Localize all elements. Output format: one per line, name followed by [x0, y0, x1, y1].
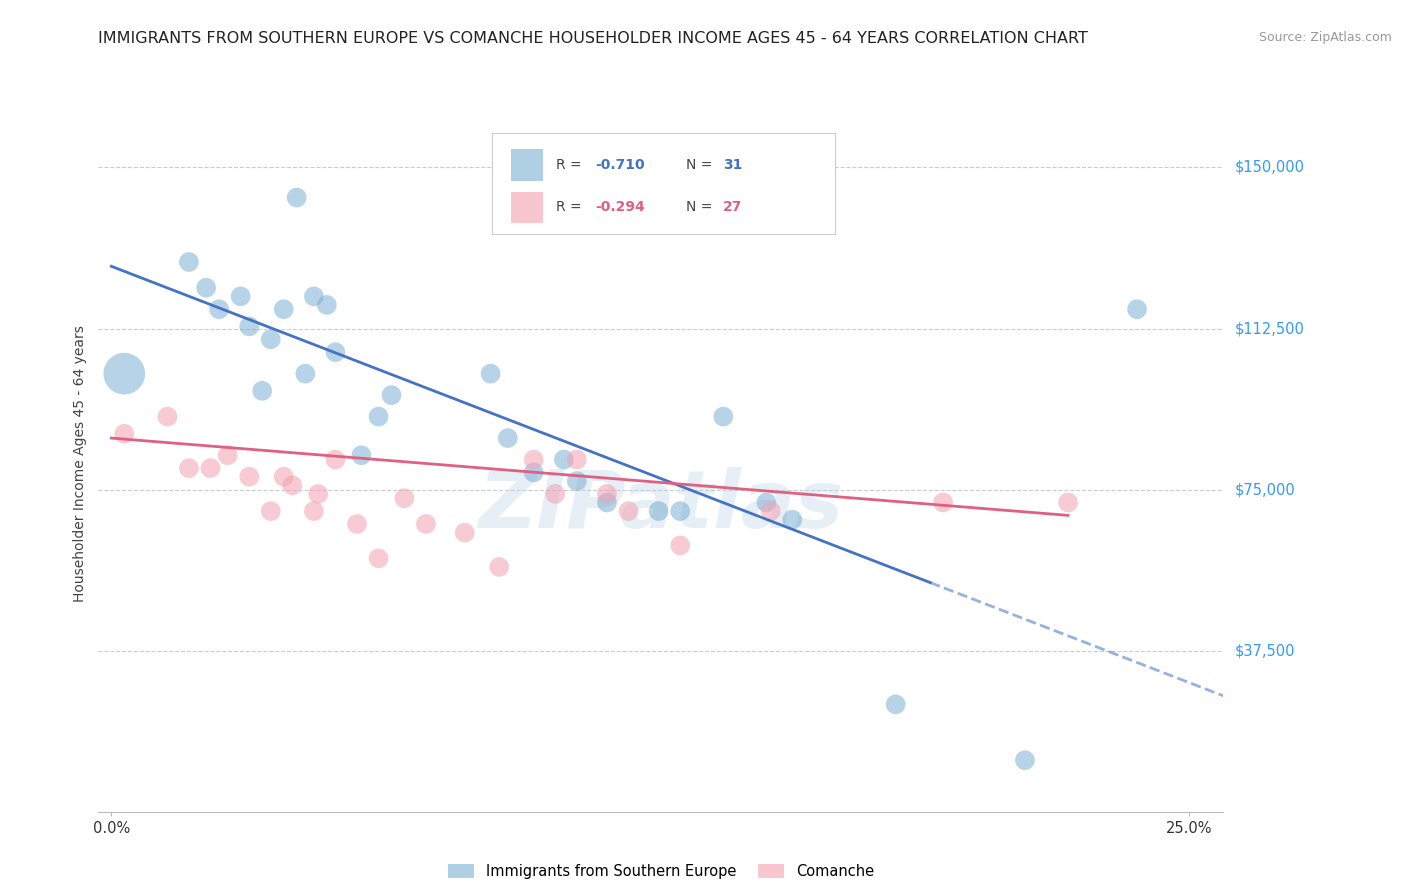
Text: 31: 31: [723, 158, 742, 172]
Point: [367, 551, 389, 566]
Point: [281, 478, 304, 492]
Point: [367, 409, 389, 424]
Point: [669, 538, 692, 552]
Point: [350, 448, 373, 462]
Point: [273, 469, 295, 483]
Point: [177, 255, 200, 269]
Point: [553, 452, 575, 467]
Point: [302, 504, 325, 518]
Point: [884, 698, 907, 712]
Point: [1014, 753, 1036, 767]
Point: [325, 345, 347, 359]
FancyBboxPatch shape: [512, 149, 543, 181]
Text: -0.294: -0.294: [596, 201, 645, 214]
Legend: Immigrants from Southern Europe, Comanche: Immigrants from Southern Europe, Comanch…: [441, 858, 880, 885]
Point: [294, 367, 316, 381]
Text: ZIPatlas: ZIPatlas: [478, 467, 844, 545]
Point: [596, 487, 619, 501]
Point: [565, 474, 588, 488]
Point: [380, 388, 402, 402]
Point: [454, 525, 477, 540]
Point: [496, 431, 519, 445]
Point: [208, 302, 231, 317]
Point: [325, 452, 347, 467]
Point: [229, 289, 252, 303]
Point: [156, 409, 179, 424]
Text: $37,500: $37,500: [1234, 643, 1295, 658]
Point: [394, 491, 416, 506]
Point: [523, 466, 546, 480]
Text: N =: N =: [686, 158, 716, 172]
Point: [780, 513, 803, 527]
Point: [112, 426, 135, 441]
Point: [260, 332, 283, 346]
Point: [285, 190, 308, 204]
Point: [250, 384, 273, 398]
Text: R =: R =: [557, 158, 586, 172]
Point: [217, 448, 239, 462]
Point: [1126, 302, 1149, 317]
Point: [669, 504, 692, 518]
Point: [932, 495, 955, 509]
Point: [596, 495, 619, 509]
Point: [195, 281, 218, 295]
Point: [315, 298, 337, 312]
Point: [346, 516, 368, 531]
Point: [307, 487, 329, 501]
Text: N =: N =: [686, 201, 716, 214]
Point: [238, 319, 260, 334]
Point: [565, 452, 588, 467]
Point: [488, 560, 510, 574]
Text: -0.710: -0.710: [596, 158, 645, 172]
Text: 27: 27: [723, 201, 742, 214]
Point: [479, 367, 502, 381]
Point: [544, 487, 567, 501]
FancyBboxPatch shape: [492, 134, 835, 235]
Text: IMMIGRANTS FROM SOUTHERN EUROPE VS COMANCHE HOUSEHOLDER INCOME AGES 45 - 64 YEAR: IMMIGRANTS FROM SOUTHERN EUROPE VS COMAN…: [98, 31, 1088, 46]
Point: [112, 367, 135, 381]
Point: [755, 495, 778, 509]
Point: [647, 504, 669, 518]
Point: [177, 461, 200, 475]
Point: [302, 289, 325, 303]
Point: [523, 452, 546, 467]
Text: Source: ZipAtlas.com: Source: ZipAtlas.com: [1258, 31, 1392, 45]
Point: [711, 409, 734, 424]
Text: $150,000: $150,000: [1234, 160, 1305, 175]
Text: $112,500: $112,500: [1234, 321, 1305, 336]
Point: [617, 504, 640, 518]
FancyBboxPatch shape: [512, 192, 543, 223]
Point: [415, 516, 437, 531]
Point: [238, 469, 260, 483]
Point: [273, 302, 295, 317]
Text: $75,000: $75,000: [1234, 482, 1295, 497]
Y-axis label: Householder Income Ages 45 - 64 years: Householder Income Ages 45 - 64 years: [73, 326, 87, 602]
Point: [200, 461, 222, 475]
Text: R =: R =: [557, 201, 586, 214]
Point: [1057, 495, 1080, 509]
Point: [260, 504, 283, 518]
Point: [759, 504, 782, 518]
